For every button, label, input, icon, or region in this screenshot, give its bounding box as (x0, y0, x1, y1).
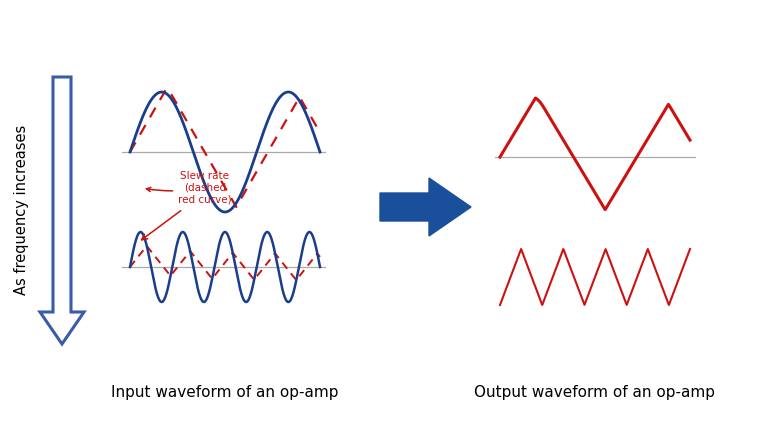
Text: Slew rate
(dashed
red curve): Slew rate (dashed red curve) (147, 171, 232, 204)
Polygon shape (380, 178, 471, 236)
Polygon shape (40, 77, 84, 344)
Text: Input waveform of an op-amp: Input waveform of an op-amp (111, 384, 339, 400)
Text: As frequency increases: As frequency increases (15, 125, 29, 295)
Text: Output waveform of an op-amp: Output waveform of an op-amp (475, 384, 716, 400)
